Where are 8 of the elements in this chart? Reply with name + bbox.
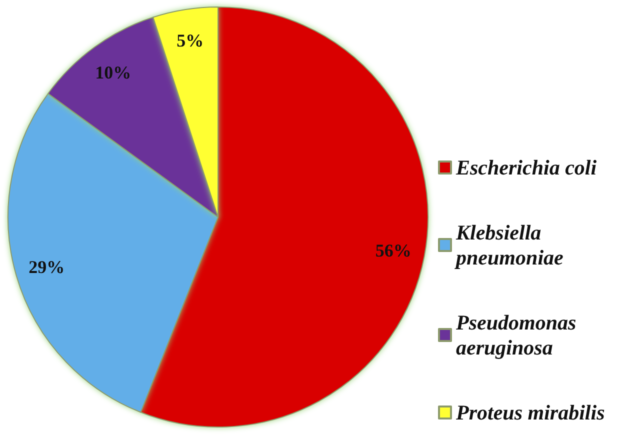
data-label: 29%: [28, 256, 65, 277]
legend-label: Proteus mirabilis: [455, 400, 605, 424]
data-label: 56%: [375, 240, 412, 260]
legend-label: Pseudomonas aeruginosa: [455, 310, 582, 360]
data-label: 5%: [176, 30, 204, 51]
legend-label: Klebsiella pneumoniae: [454, 220, 564, 270]
legend-label: Escherichia coli: [455, 156, 597, 180]
data-label: 10%: [95, 62, 132, 83]
